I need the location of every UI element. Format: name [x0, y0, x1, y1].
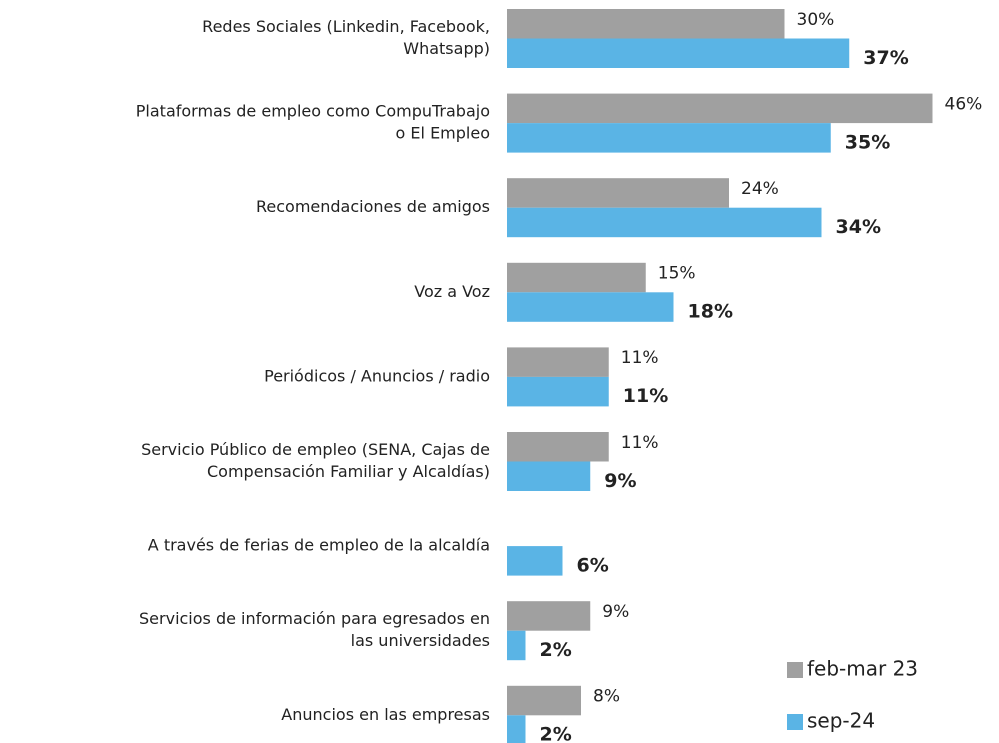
value-label: 34% [836, 216, 881, 238]
bar [507, 376, 609, 407]
value-label: 46% [945, 94, 983, 114]
bar [507, 292, 674, 322]
value-label: 37% [863, 47, 908, 69]
category-label: A través de ferias de empleo de la alcal… [148, 536, 490, 555]
bar [507, 207, 822, 238]
bar [507, 546, 563, 576]
category-label: Redes Sociales (Linkedin, Facebook, [202, 17, 490, 36]
bar [507, 432, 609, 462]
category-label: Voz a Voz [414, 282, 490, 301]
category-label: Servicio Público de empleo (SENA, Cajas … [141, 440, 490, 459]
bar [507, 9, 785, 39]
value-label: 11% [621, 433, 659, 453]
value-label: 15% [658, 264, 696, 284]
bar [507, 178, 729, 208]
value-label: 6% [577, 554, 609, 576]
value-label: 11% [621, 348, 659, 368]
value-label: 18% [688, 301, 733, 323]
category-label: Plataformas de empleo como CompuTrabajo [136, 102, 490, 121]
bar [507, 38, 850, 68]
value-label: 24% [741, 179, 779, 199]
legend-label: feb-mar 23 [807, 657, 918, 681]
category-label: Anuncios en las empresas [281, 705, 490, 724]
category-label: Compensación Familiar y Alcaldías) [207, 462, 490, 481]
category-label: Recomendaciones de amigos [256, 197, 490, 216]
category-label: o El Empleo [396, 124, 490, 143]
category-label: las universidades [351, 631, 490, 650]
bar [507, 461, 591, 491]
value-label: 2% [540, 724, 572, 743]
legend-swatch [787, 714, 803, 730]
value-label: 8% [593, 687, 620, 707]
category-label: Periódicos / Anuncios / radio [264, 366, 490, 385]
bar [507, 123, 831, 153]
bar [507, 262, 646, 293]
legend-label: sep-24 [807, 709, 875, 733]
bar [507, 685, 581, 716]
value-label: 30% [797, 10, 835, 30]
value-label: 2% [540, 639, 572, 661]
value-label: 35% [845, 131, 890, 153]
value-label: 11% [623, 385, 668, 407]
bar [507, 630, 526, 661]
bar [507, 601, 591, 631]
value-label: 9% [602, 602, 629, 622]
value-label: 9% [604, 470, 636, 492]
legend-swatch [787, 662, 803, 678]
category-label: Servicios de información para egresados … [139, 609, 490, 628]
bar [507, 347, 609, 377]
bar [507, 715, 526, 743]
bar [507, 93, 933, 124]
category-label: Whatsapp) [403, 39, 490, 58]
